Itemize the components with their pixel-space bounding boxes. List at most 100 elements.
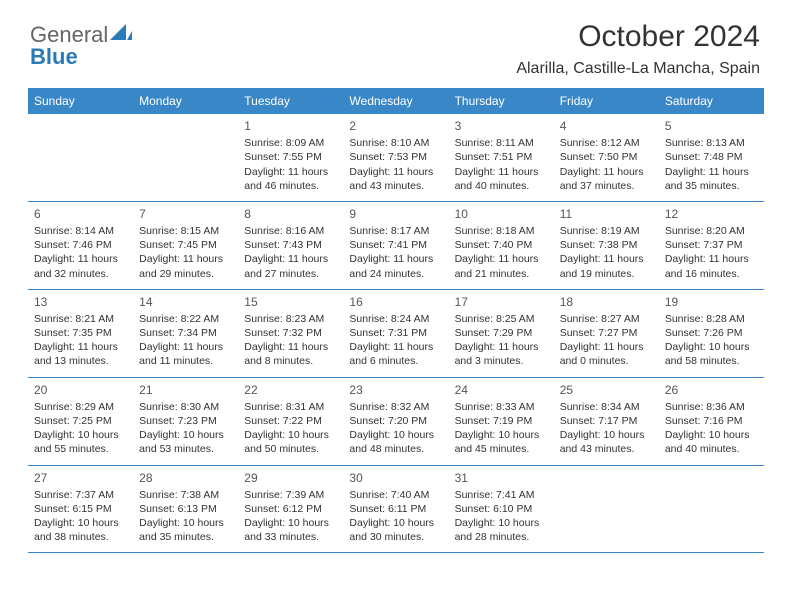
daylight-text: Daylight: 11 hours (244, 165, 337, 179)
sunrise-text: Sunrise: 8:29 AM (34, 400, 127, 414)
sunset-text: Sunset: 7:31 PM (349, 326, 442, 340)
day-number: 10 (455, 206, 548, 222)
calendar-cell: 27Sunrise: 7:37 AMSunset: 6:15 PMDayligh… (28, 466, 133, 553)
calendar-cell: 20Sunrise: 8:29 AMSunset: 7:25 PMDayligh… (28, 378, 133, 465)
daylight-text: and 35 minutes. (665, 179, 758, 193)
calendar-cell: 4Sunrise: 8:12 AMSunset: 7:50 PMDaylight… (554, 114, 659, 201)
sunrise-text: Sunrise: 7:38 AM (139, 488, 232, 502)
daylight-text: Daylight: 10 hours (139, 516, 232, 530)
daylight-text: and 43 minutes. (560, 442, 653, 456)
calendar-week: 27Sunrise: 7:37 AMSunset: 6:15 PMDayligh… (28, 466, 764, 554)
day-number: 25 (560, 382, 653, 398)
day-number: 18 (560, 294, 653, 310)
day-number: 24 (455, 382, 548, 398)
daylight-text: and 21 minutes. (455, 267, 548, 281)
sunrise-text: Sunrise: 8:27 AM (560, 312, 653, 326)
calendar-cell: 18Sunrise: 8:27 AMSunset: 7:27 PMDayligh… (554, 290, 659, 377)
sunrise-text: Sunrise: 8:16 AM (244, 224, 337, 238)
daylight-text: and 43 minutes. (349, 179, 442, 193)
sunrise-text: Sunrise: 7:37 AM (34, 488, 127, 502)
sunrise-text: Sunrise: 8:14 AM (34, 224, 127, 238)
sunset-text: Sunset: 7:41 PM (349, 238, 442, 252)
day-header: Friday (554, 88, 659, 114)
sunset-text: Sunset: 7:22 PM (244, 414, 337, 428)
daylight-text: and 40 minutes. (665, 442, 758, 456)
daylight-text: Daylight: 11 hours (34, 252, 127, 266)
sunrise-text: Sunrise: 8:28 AM (665, 312, 758, 326)
daylight-text: Daylight: 11 hours (139, 252, 232, 266)
sunrise-text: Sunrise: 7:39 AM (244, 488, 337, 502)
daylight-text: Daylight: 11 hours (560, 165, 653, 179)
daylight-text: Daylight: 11 hours (560, 340, 653, 354)
day-number: 12 (665, 206, 758, 222)
day-number: 26 (665, 382, 758, 398)
daylight-text: and 53 minutes. (139, 442, 232, 456)
daylight-text: and 28 minutes. (455, 530, 548, 544)
calendar-cell: 2Sunrise: 8:10 AMSunset: 7:53 PMDaylight… (343, 114, 448, 201)
daylight-text: Daylight: 10 hours (665, 340, 758, 354)
daylight-text: Daylight: 10 hours (34, 516, 127, 530)
calendar-week: 13Sunrise: 8:21 AMSunset: 7:35 PMDayligh… (28, 290, 764, 378)
calendar-cell: 6Sunrise: 8:14 AMSunset: 7:46 PMDaylight… (28, 202, 133, 289)
sunset-text: Sunset: 7:38 PM (560, 238, 653, 252)
sunrise-text: Sunrise: 8:36 AM (665, 400, 758, 414)
sunset-text: Sunset: 7:43 PM (244, 238, 337, 252)
calendar-cell: 24Sunrise: 8:33 AMSunset: 7:19 PMDayligh… (449, 378, 554, 465)
day-number: 1 (244, 118, 337, 134)
calendar-cell: 14Sunrise: 8:22 AMSunset: 7:34 PMDayligh… (133, 290, 238, 377)
daylight-text: and 58 minutes. (665, 354, 758, 368)
day-header: Saturday (659, 88, 764, 114)
day-number: 31 (455, 470, 548, 486)
day-number: 23 (349, 382, 442, 398)
day-number: 7 (139, 206, 232, 222)
daylight-text: Daylight: 11 hours (560, 252, 653, 266)
calendar-cell: 9Sunrise: 8:17 AMSunset: 7:41 PMDaylight… (343, 202, 448, 289)
daylight-text: and 19 minutes. (560, 267, 653, 281)
calendar-cell: 11Sunrise: 8:19 AMSunset: 7:38 PMDayligh… (554, 202, 659, 289)
sunset-text: Sunset: 7:50 PM (560, 150, 653, 164)
sunset-text: Sunset: 7:53 PM (349, 150, 442, 164)
calendar-cell: 22Sunrise: 8:31 AMSunset: 7:22 PMDayligh… (238, 378, 343, 465)
calendar-cell: 7Sunrise: 8:15 AMSunset: 7:45 PMDaylight… (133, 202, 238, 289)
sunset-text: Sunset: 7:48 PM (665, 150, 758, 164)
sunrise-text: Sunrise: 8:31 AM (244, 400, 337, 414)
day-number: 3 (455, 118, 548, 134)
daylight-text: Daylight: 11 hours (665, 252, 758, 266)
day-number: 2 (349, 118, 442, 134)
calendar-week: 1Sunrise: 8:09 AMSunset: 7:55 PMDaylight… (28, 114, 764, 202)
daylight-text: Daylight: 11 hours (665, 165, 758, 179)
sunrise-text: Sunrise: 8:23 AM (244, 312, 337, 326)
daylight-text: Daylight: 10 hours (349, 516, 442, 530)
day-number: 21 (139, 382, 232, 398)
daylight-text: and 30 minutes. (349, 530, 442, 544)
daylight-text: Daylight: 10 hours (244, 428, 337, 442)
daylight-text: and 35 minutes. (139, 530, 232, 544)
sunset-text: Sunset: 6:15 PM (34, 502, 127, 516)
sunset-text: Sunset: 6:10 PM (455, 502, 548, 516)
sunset-text: Sunset: 7:34 PM (139, 326, 232, 340)
sunset-text: Sunset: 7:19 PM (455, 414, 548, 428)
calendar-cell-empty (133, 114, 238, 201)
day-number: 17 (455, 294, 548, 310)
sunset-text: Sunset: 7:29 PM (455, 326, 548, 340)
daylight-text: and 8 minutes. (244, 354, 337, 368)
calendar-cell: 3Sunrise: 8:11 AMSunset: 7:51 PMDaylight… (449, 114, 554, 201)
daylight-text: and 55 minutes. (34, 442, 127, 456)
daylight-text: and 33 minutes. (244, 530, 337, 544)
day-number: 5 (665, 118, 758, 134)
sunset-text: Sunset: 7:51 PM (455, 150, 548, 164)
daylight-text: Daylight: 10 hours (244, 516, 337, 530)
day-number: 28 (139, 470, 232, 486)
calendar-week: 20Sunrise: 8:29 AMSunset: 7:25 PMDayligh… (28, 378, 764, 466)
daylight-text: Daylight: 10 hours (349, 428, 442, 442)
day-number: 13 (34, 294, 127, 310)
daylight-text: and 29 minutes. (139, 267, 232, 281)
daylight-text: Daylight: 11 hours (349, 340, 442, 354)
daylight-text: and 48 minutes. (349, 442, 442, 456)
day-header: Tuesday (238, 88, 343, 114)
daylight-text: Daylight: 10 hours (455, 428, 548, 442)
daylight-text: Daylight: 10 hours (560, 428, 653, 442)
calendar-week: 6Sunrise: 8:14 AMSunset: 7:46 PMDaylight… (28, 202, 764, 290)
sunrise-text: Sunrise: 7:41 AM (455, 488, 548, 502)
daylight-text: Daylight: 10 hours (139, 428, 232, 442)
